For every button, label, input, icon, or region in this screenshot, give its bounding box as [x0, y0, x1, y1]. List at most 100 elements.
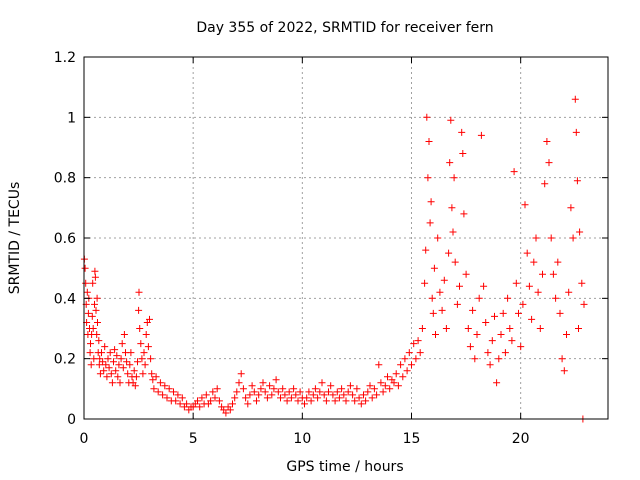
data-point — [471, 355, 479, 363]
data-point — [106, 349, 114, 357]
data-point — [87, 340, 94, 348]
data-point — [501, 349, 509, 357]
data-point — [152, 373, 160, 381]
data-point — [366, 382, 374, 390]
data-point — [255, 391, 263, 399]
data-point — [362, 397, 370, 405]
data-point — [384, 373, 391, 381]
data-point — [534, 288, 542, 296]
data-point — [394, 382, 402, 390]
data-point — [211, 394, 219, 402]
data-point — [572, 128, 580, 136]
data-point — [95, 361, 103, 369]
data-point — [459, 150, 467, 157]
data-point — [549, 270, 557, 278]
data-point — [202, 391, 210, 399]
data-point — [117, 355, 125, 363]
data-point — [351, 397, 359, 405]
points-layer — [80, 95, 588, 423]
data-point — [425, 138, 433, 145]
data-point — [532, 234, 540, 242]
data-point — [423, 113, 431, 121]
data-point — [283, 397, 291, 405]
x-tick-label: 20 — [512, 431, 530, 447]
x-tick-label: 15 — [403, 431, 421, 447]
data-point — [547, 234, 555, 242]
data-point — [137, 340, 145, 348]
data-point — [495, 355, 503, 363]
data-point — [530, 258, 538, 266]
data-point — [445, 249, 453, 257]
data-point — [575, 325, 582, 332]
data-point — [174, 391, 182, 399]
data-point — [150, 385, 158, 393]
data-point — [114, 373, 122, 381]
data-point — [318, 379, 326, 387]
data-point — [96, 355, 104, 363]
data-point — [178, 394, 186, 402]
data-point — [320, 391, 328, 399]
data-point — [440, 276, 448, 284]
data-point — [377, 379, 385, 387]
data-point — [307, 397, 315, 405]
data-point — [430, 264, 438, 272]
data-point — [156, 379, 164, 387]
data-point — [82, 279, 90, 287]
data-point — [90, 355, 98, 363]
data-point — [86, 349, 94, 357]
data-point — [165, 385, 173, 393]
data-point — [571, 95, 579, 103]
data-point — [466, 343, 474, 351]
data-point — [554, 258, 562, 266]
data-point — [364, 388, 372, 396]
data-point — [360, 391, 367, 399]
data-point — [222, 409, 230, 417]
data-point — [368, 394, 376, 402]
data-point — [340, 391, 348, 399]
data-point — [91, 300, 98, 308]
data-point — [311, 385, 319, 393]
data-point — [497, 331, 505, 338]
data-point — [519, 300, 527, 308]
data-point — [355, 394, 363, 402]
data-point — [89, 325, 97, 332]
data-point — [399, 373, 407, 381]
data-point — [287, 394, 295, 402]
data-point — [112, 367, 120, 375]
data-point — [207, 397, 215, 405]
data-point — [573, 177, 581, 185]
data-point — [148, 370, 156, 378]
data-point — [325, 388, 332, 396]
data-point — [422, 246, 430, 254]
data-point — [110, 358, 117, 366]
data-point — [81, 264, 89, 272]
data-point — [565, 288, 573, 296]
data-point — [338, 385, 346, 393]
data-point — [560, 367, 568, 375]
data-point — [118, 340, 126, 348]
data-point — [456, 282, 463, 290]
y-tick-label: 1 — [67, 110, 76, 126]
data-point — [408, 361, 415, 369]
y-tick-label: 0.8 — [54, 171, 76, 187]
data-point — [138, 355, 146, 363]
data-point — [170, 388, 177, 396]
data-point — [303, 394, 311, 402]
data-point — [536, 325, 544, 332]
data-point — [322, 397, 330, 405]
data-point — [305, 388, 313, 396]
data-point — [149, 376, 157, 384]
data-point — [147, 355, 155, 363]
data-point — [87, 361, 95, 369]
data-point — [447, 116, 455, 124]
data-point — [134, 358, 141, 366]
data-point — [523, 249, 531, 257]
data-point — [412, 355, 420, 363]
data-point — [107, 370, 115, 378]
data-point — [449, 228, 457, 236]
axes-layer: 0 0.2 0.4 0.6 0.8 1 1.2 0 5 10 15 20 — [54, 50, 608, 447]
data-point — [314, 394, 322, 402]
data-point — [506, 325, 514, 332]
data-point — [183, 400, 191, 408]
